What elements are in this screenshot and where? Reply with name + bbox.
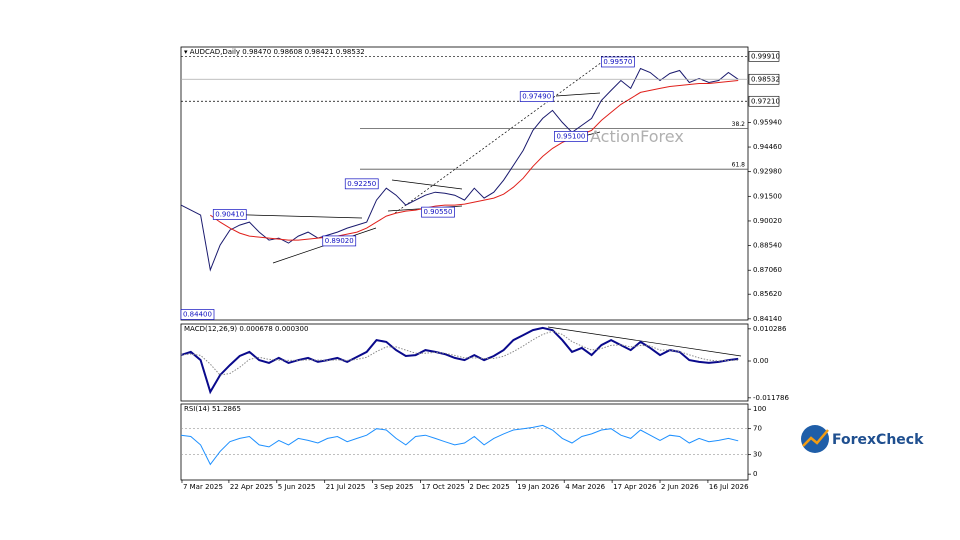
annotation-label: 0.89020 bbox=[325, 237, 354, 245]
y-tick-label: 100 bbox=[753, 405, 766, 413]
y-tick-label: 0.88540 bbox=[753, 242, 782, 250]
annotation-box bbox=[212, 209, 247, 220]
y-tick-label: 0.010286 bbox=[753, 325, 787, 333]
panel-title: MACD(12,26,9) 0.000678 0.000300 bbox=[184, 325, 308, 333]
series-line bbox=[210, 80, 739, 241]
annotation-label: 0.97490 bbox=[522, 93, 551, 101]
panel-title: ▾ AUDCAD,Daily 0.98470 0.98608 0.98421 0… bbox=[184, 48, 365, 56]
y-tick-label: 70 bbox=[753, 425, 762, 433]
y-tick-label: 0 bbox=[753, 470, 757, 478]
y-tick-label: 0.87060 bbox=[753, 266, 782, 274]
annotation-box bbox=[601, 56, 635, 68]
watermark: ActionForex bbox=[590, 127, 684, 146]
x-tick-label: 7 Mar 2025 bbox=[183, 483, 223, 491]
y-tick-label: 0.85620 bbox=[753, 290, 782, 298]
panel-title: RSI(14) 51.2865 bbox=[184, 405, 241, 413]
x-tick-label: 16 Jul 2026 bbox=[709, 483, 749, 491]
logo-icon bbox=[801, 425, 829, 453]
fib-label: 38.2 bbox=[732, 121, 746, 128]
x-tick-label: 4 Mar 2026 bbox=[565, 483, 605, 491]
y-tick-label: 0.84140 bbox=[753, 315, 782, 323]
level-box bbox=[748, 51, 780, 62]
level-label: 0.97210 bbox=[751, 97, 780, 105]
annotation-box bbox=[344, 178, 379, 190]
level-box bbox=[748, 95, 780, 107]
series-line bbox=[180, 326, 739, 395]
level-label: 0.99910 bbox=[751, 52, 780, 60]
series-line bbox=[180, 330, 739, 376]
annotation-box bbox=[421, 206, 455, 218]
annotation-label: 0.84400 bbox=[183, 311, 212, 319]
x-tick-label: 17 Apr 2026 bbox=[613, 483, 657, 491]
y-tick-label: 30 bbox=[753, 451, 762, 459]
annotation-label: 0.90550 bbox=[423, 208, 452, 216]
y-tick-label: 0.95940 bbox=[753, 118, 782, 126]
fib-label: 61.8 bbox=[732, 162, 746, 169]
panel-frame bbox=[180, 46, 749, 321]
annotation-label: 0.90410 bbox=[215, 210, 244, 218]
x-tick-label: 5 Jun 2025 bbox=[278, 483, 316, 491]
annotation-label: 0.99570 bbox=[603, 58, 632, 66]
annotation-box bbox=[322, 235, 357, 247]
trendlines bbox=[212, 61, 742, 357]
x-tick-label: 22 Apr 2025 bbox=[230, 483, 273, 491]
x-tick-label: 3 Sep 2025 bbox=[374, 483, 414, 491]
annotation-label: 0.92250 bbox=[347, 180, 376, 188]
y-tick-label: 0.92980 bbox=[753, 168, 782, 176]
panel-frame bbox=[180, 323, 749, 402]
x-tick-label: 21 Jul 2025 bbox=[326, 483, 366, 491]
annotation-label: 0.95100 bbox=[556, 132, 585, 140]
annotation-box bbox=[519, 91, 554, 102]
y-tick-label: -0.011786 bbox=[753, 394, 789, 402]
x-tick-label: 2 Dec 2025 bbox=[469, 483, 509, 491]
y-tick-label: 0.94460 bbox=[753, 143, 782, 151]
series-line bbox=[180, 424, 739, 466]
y-tick-label: 0.90020 bbox=[753, 217, 782, 225]
x-tick-label: 19 Jan 2026 bbox=[517, 483, 560, 491]
y-tick-label: 0.00 bbox=[753, 357, 769, 365]
level-box bbox=[748, 73, 780, 85]
logo: ForexCheck bbox=[832, 432, 924, 448]
annotation-box bbox=[554, 131, 588, 142]
y-tick-label: 0.91500 bbox=[753, 192, 782, 200]
annotation-box bbox=[180, 309, 215, 320]
x-tick-label: 2 Jun 2026 bbox=[661, 483, 699, 491]
x-tick-label: 17 Oct 2025 bbox=[422, 483, 465, 491]
panel-frame bbox=[180, 403, 749, 481]
level-label: 0.98532 bbox=[751, 75, 780, 83]
